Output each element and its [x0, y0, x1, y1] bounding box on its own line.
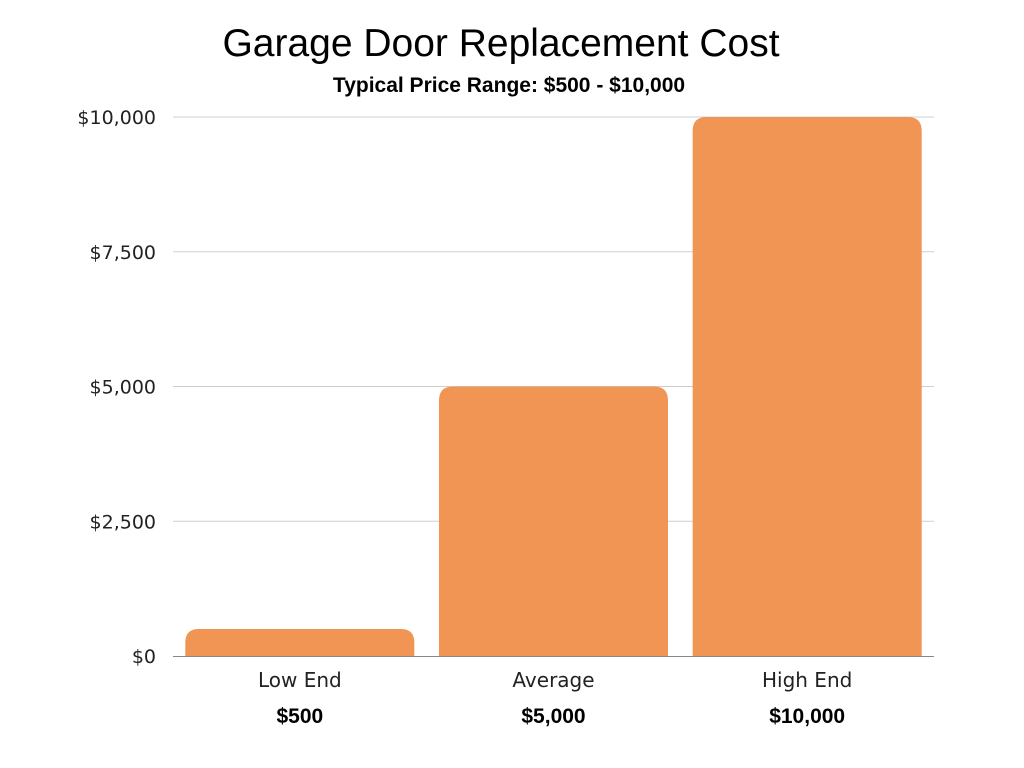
y-tick-label: $7,500	[90, 242, 156, 264]
bar-low-end	[185, 629, 415, 656]
data-label: $10,000	[769, 705, 845, 728]
y-tick-label: $10,000	[77, 107, 156, 129]
y-axis-tick-labels: $0 $2,500 $5,000 $7,500 $10,000	[77, 107, 156, 668]
bar-average	[439, 386, 668, 656]
y-tick-label: $2,500	[90, 511, 156, 533]
data-label: $5,000	[521, 705, 585, 728]
bar-high-end	[692, 117, 922, 656]
category-label: High End	[762, 668, 852, 692]
chart-subtitle: Typical Price Range: $500 - $10,000	[332, 74, 686, 97]
category-label: Average	[512, 668, 594, 692]
y-tick-label: $5,000	[90, 377, 156, 399]
data-label: $500	[276, 705, 323, 728]
category-label: Low End	[258, 668, 342, 692]
data-labels: $500 $5,000 $10,000	[276, 705, 845, 728]
chart-title: Garage Door Replacement Cost	[222, 22, 780, 65]
bars	[185, 117, 922, 656]
category-labels: Low End Average High End	[258, 668, 852, 692]
y-tick-label: $0	[132, 646, 156, 668]
